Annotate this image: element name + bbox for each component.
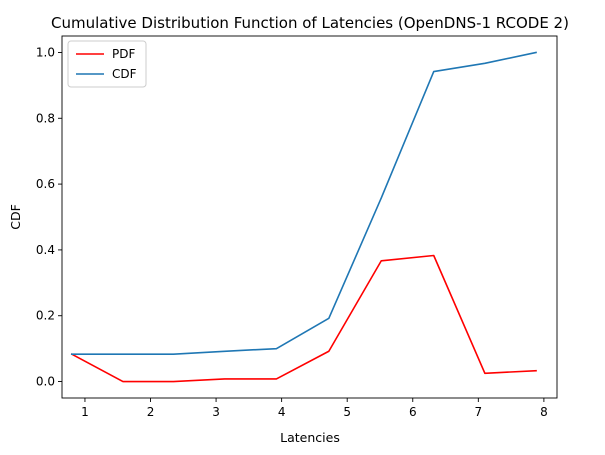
x-tick-label: 3	[212, 405, 220, 419]
x-tick-label: 2	[147, 405, 155, 419]
x-axis-label: Latencies	[280, 430, 340, 445]
x-tick-label: 8	[540, 405, 548, 419]
legend-label-cdf: CDF	[112, 67, 137, 81]
y-axis-label: CDF	[8, 204, 23, 230]
legend-box	[67, 40, 147, 88]
x-tick-label: 1	[81, 405, 89, 419]
x-tick-label: 4	[278, 405, 286, 419]
x-tick-label: 6	[409, 405, 417, 419]
chart-title: Cumulative Distribution Function of Late…	[51, 14, 569, 32]
y-tick-label: 0.8	[36, 111, 55, 125]
x-tick-label: 7	[475, 405, 483, 419]
plot-area: 1 2 3 4 5 6 7 8 0.0 0.2 0.4 0.6 0.8 1.0	[36, 35, 558, 419]
y-tick-label: 1.0	[36, 45, 55, 59]
y-tick-label: 0.0	[36, 375, 55, 389]
y-tick-label: 0.4	[36, 243, 55, 257]
y-tick-label: 0.2	[36, 309, 55, 323]
series-line-pdf	[70, 254, 537, 383]
x-tick-label: 5	[343, 405, 351, 419]
plot-frame	[61, 35, 558, 399]
legend: PDF CDF	[67, 40, 147, 88]
legend-label-pdf: PDF	[112, 47, 135, 61]
y-tick-label: 0.6	[36, 177, 55, 191]
series-line-cdf	[71, 51, 537, 356]
